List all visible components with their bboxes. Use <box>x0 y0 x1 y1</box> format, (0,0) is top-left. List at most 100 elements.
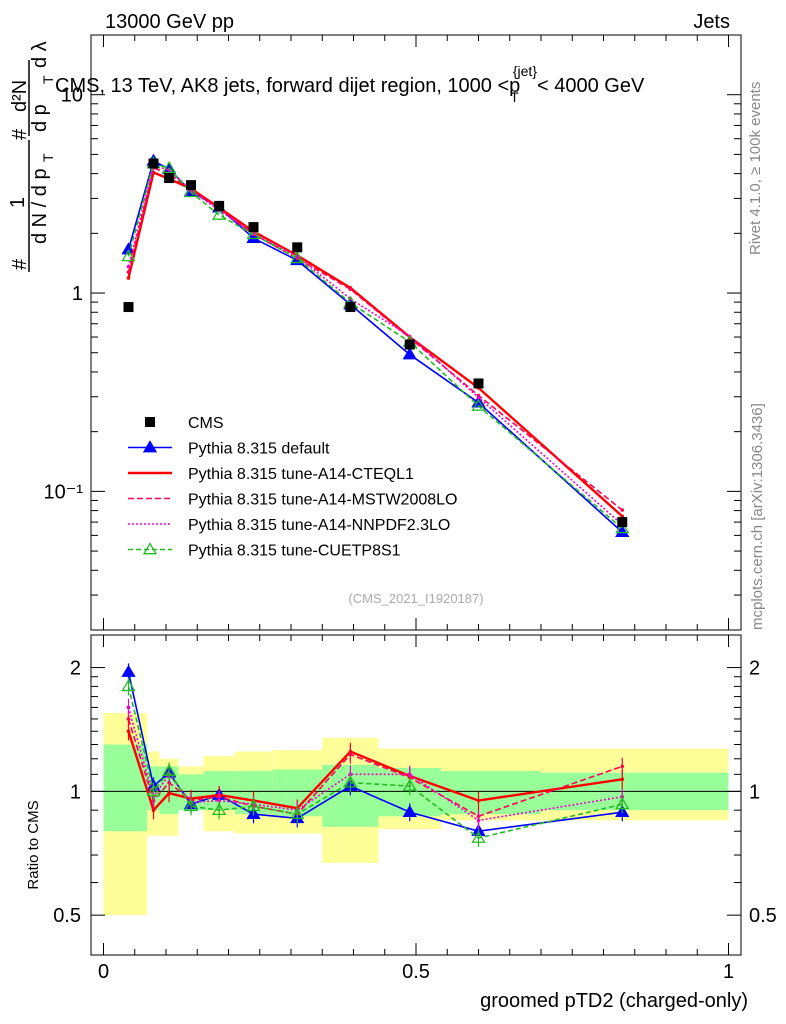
series-main-point-4-9 <box>471 398 486 411</box>
x-axis-label: groomed pTD2 (charged-only) <box>480 990 748 1012</box>
legend-cms-label: CMS <box>188 415 224 432</box>
x-tick-label: 1 <box>723 961 734 983</box>
chart-title: CMS, 13 TeV, AK8 jets, forward dijet reg… <box>55 63 645 105</box>
series-main-point-4-3 <box>183 185 199 198</box>
series-main-point-4-0 <box>121 249 136 262</box>
ylabel-dlambda: d λ <box>29 41 51 68</box>
series-ratio-point-4-10 <box>615 797 630 810</box>
cms-point-5 <box>248 222 259 233</box>
legend-label-2: Pythia 8.315 tune-A14-MSTW2008LO <box>188 492 457 509</box>
cms-point-7 <box>345 302 356 313</box>
series-main-point-3-0 <box>126 264 131 269</box>
ylabel-dn-dpt: d N / d p <box>29 168 51 244</box>
title-sup: {jet} <box>513 63 537 79</box>
series-main-point-1-0 <box>126 276 131 280</box>
ylabel-one: 1 <box>7 197 29 208</box>
cms-point-0 <box>123 302 134 313</box>
series-main-point-2-0 <box>126 270 131 274</box>
cms-point-8 <box>404 339 415 350</box>
legend-label-4: Pythia 8.315 tune-CUETP8S1 <box>188 543 401 560</box>
series-ratio-point-4-0 <box>121 679 136 692</box>
series-ratio-point-4-7 <box>343 775 358 788</box>
series-ratio-point-4-5 <box>246 798 261 812</box>
main-y-tick-label: 10⁻¹ <box>44 481 84 503</box>
legend-marker-0 <box>142 440 158 453</box>
series-ratio-point-3-0 <box>126 705 131 710</box>
ylabel-t1: T <box>40 153 56 162</box>
main-frame <box>90 34 742 631</box>
x-tick-label: 0 <box>98 961 109 983</box>
title-post: < 4000 GeV <box>537 75 645 97</box>
series-ratio-point-2-10 <box>620 764 625 769</box>
series-ratio-line-3 <box>127 707 623 822</box>
main-y-tick-label: 1 <box>72 283 83 305</box>
series-main-point-4-5 <box>246 227 261 240</box>
series-main-point-2-7 <box>348 287 353 292</box>
watermark: (CMS_2021_I1920187) <box>348 591 483 606</box>
series-ratio-point-3-8 <box>407 772 412 777</box>
ylabel-d2n: d²N <box>9 80 31 112</box>
series-main-point-0-10 <box>615 524 630 537</box>
main-y-label: # 1 d N / d p T # d²N d p T d λ <box>7 41 56 272</box>
series-ratio-point-2-7 <box>348 752 353 757</box>
title-p: p <box>509 75 520 97</box>
legend-label-1: Pythia 8.315 tune-A14-CTEQL1 <box>188 466 414 483</box>
legend-label-0: Pythia 8.315 default <box>188 441 330 458</box>
x-tick-label: 0.5 <box>402 961 430 983</box>
series-ratio-point-3-9 <box>476 818 481 823</box>
series-ratio-point-0-8 <box>402 804 417 818</box>
series-ratio-point-1-10 <box>620 777 625 782</box>
ratio-y-tick-label-left: 1 <box>70 781 81 803</box>
ratio-y-tick-label-right: 2 <box>749 658 760 680</box>
series-main-point-2-10 <box>620 508 625 512</box>
title-pre: CMS, 13 TeV, AK8 jets, forward dijet reg… <box>55 75 509 97</box>
ylabel-dpt-dl: d p <box>29 104 51 132</box>
legend-marker-4 <box>142 542 158 555</box>
ratio-y-tick-label-right: 1 <box>749 781 760 803</box>
series-ratio-point-4-6 <box>290 806 305 820</box>
series-ratio-point-1-9 <box>476 798 481 803</box>
series-main-line-4 <box>127 162 623 529</box>
main-y-tick-label: 10 <box>61 85 83 107</box>
cms-data-layer <box>123 158 628 528</box>
series-ratio-point-1-2 <box>167 791 171 795</box>
series-main-point-4-4 <box>211 207 227 220</box>
series-main-point-4-10 <box>615 521 630 534</box>
cms-point-1 <box>148 158 159 169</box>
rivet-label: Rivet 4.1.0, ≥ 100k events <box>747 82 764 255</box>
mcplots-label: mcplots.cern.ch [arXiv:1306.3436] <box>749 403 766 630</box>
legend-cms-marker <box>145 417 155 427</box>
legend-label-3: Pythia 8.315 tune-A14-NNPDF2.3LO <box>188 517 450 534</box>
legend: CMS Pythia 8.315 default Pythia 8.315 tune… <box>128 415 457 560</box>
ylabel-hash1: # <box>9 258 31 270</box>
ratio-y-label: Ratio to CMS <box>25 800 42 889</box>
series-ratio-point-1-1 <box>151 808 156 812</box>
cms-point-6 <box>292 242 303 253</box>
series-main-point-3-9 <box>476 395 481 400</box>
series-ratio-point-2-0 <box>126 717 131 721</box>
series-ratio-point-4-4 <box>211 802 227 816</box>
series-ratio-point-4-1 <box>146 784 161 797</box>
header-right: Jets <box>693 11 730 33</box>
series-ratio-point-4-3 <box>183 798 199 812</box>
series-ratio-point-4-9 <box>471 830 486 843</box>
title-sub: T <box>510 89 519 105</box>
series-main-point-3-6 <box>295 254 300 259</box>
cms-point-4 <box>214 200 225 211</box>
axes-layer: 0 0.5 1 10⁻¹ 1 10 0.5 0.5 1 1 2 2 <box>44 34 777 983</box>
cms-point-9 <box>473 378 484 389</box>
ratio-y-tick-label-left: 2 <box>70 658 81 680</box>
series-ratio-point-0-0 <box>121 664 136 677</box>
series-ratio-point-3-4 <box>217 798 221 803</box>
series-ratio-point-4-2 <box>161 763 177 776</box>
series-main-point-4-6 <box>290 251 305 264</box>
ratio-y-tick-label-right: 0.5 <box>749 905 777 927</box>
series-main-point-4-2 <box>161 161 177 174</box>
series-main-point-0-8 <box>402 347 417 360</box>
ylabel-hash2: # <box>9 128 31 140</box>
series-ratio-point-4-8 <box>402 778 417 791</box>
ylabel-t2: T <box>40 75 56 84</box>
cms-point-10 <box>617 517 628 528</box>
series-main-point-0-5 <box>246 230 261 243</box>
